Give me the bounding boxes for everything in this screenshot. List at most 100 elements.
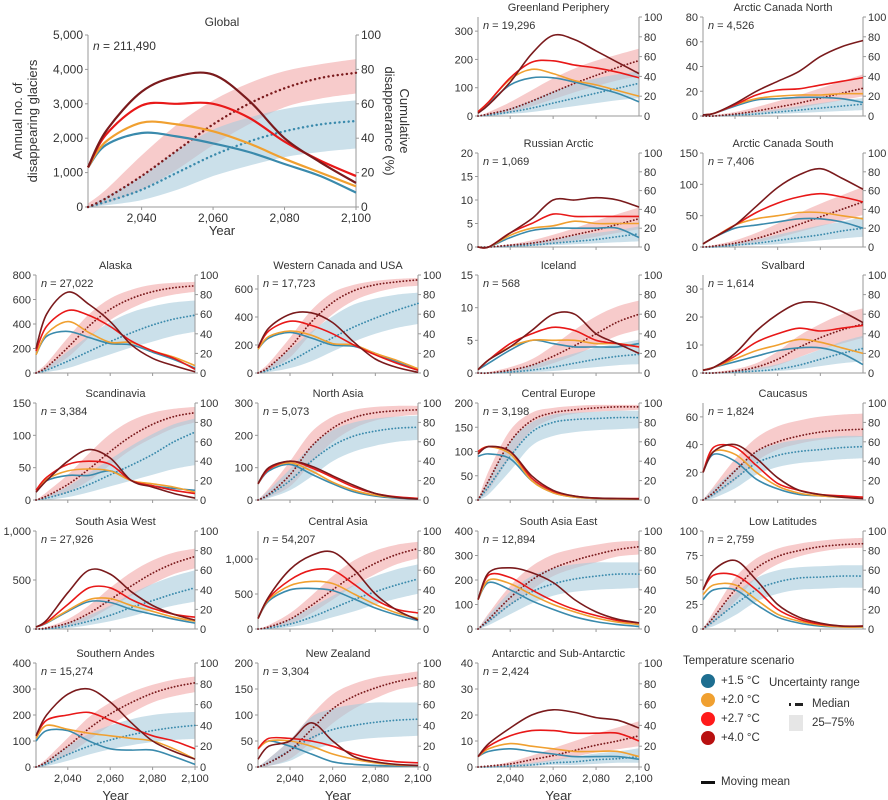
sample-size-value: 1,069	[502, 156, 530, 168]
moving-mean-27	[477, 59, 640, 113]
sample-size-label: n = 3,384	[41, 406, 87, 418]
y-tick-label: 10	[461, 303, 473, 315]
moving-mean-15	[477, 339, 640, 371]
moving-mean-15	[477, 748, 640, 760]
sample-size-label: n = 17,723	[263, 278, 315, 290]
scenario-dot-icon	[701, 712, 715, 726]
shaded-band-icon	[789, 715, 803, 731]
iqr-band-40	[478, 540, 639, 629]
moving-mean-40	[477, 33, 640, 114]
y-tick-label: 0	[467, 242, 473, 254]
y2-tick-label: 20	[868, 348, 880, 360]
y2-tick-label: 40	[423, 456, 435, 468]
y2-tick-label: 100	[644, 270, 662, 282]
y2-tick-label: 60	[868, 565, 880, 577]
sample-size-value: 1,824	[727, 406, 755, 418]
y2-tick-label: 20	[644, 348, 656, 360]
moving-mean-40	[35, 687, 196, 760]
moving-mean-40	[702, 300, 864, 371]
y2-tick-label: 20	[423, 476, 435, 488]
y2-tick-label: 40	[200, 720, 212, 732]
moving-mean-40	[477, 708, 640, 758]
cumulative-median-15	[477, 82, 640, 117]
iqr-band-15	[478, 410, 639, 500]
y2-tick-label: 100	[868, 12, 886, 24]
x-tick-label: 2,060	[96, 773, 124, 785]
cumulative-median-15	[477, 573, 640, 630]
legend-label: 25–75%	[812, 717, 855, 729]
y-tick-label: 0	[467, 495, 473, 507]
y-tick-label: 20	[686, 467, 698, 479]
panel-caucasus: 0 20 40 60 0 20 40 60 80 100 Caucasus n = 1,824	[686, 388, 887, 507]
cumulative-median-40	[477, 545, 640, 630]
y-tick-label: 25	[686, 600, 698, 612]
sample-size-label: n = 568	[483, 278, 520, 290]
iqr-band-15	[258, 415, 418, 500]
scenario-dot-icon	[701, 674, 715, 688]
y2-tick-label: 60	[644, 186, 656, 198]
sample-size-value: 3,384	[60, 406, 88, 418]
moving-mean-15	[87, 131, 357, 194]
y-tick-label: 0	[692, 242, 698, 254]
y2-tick-label: 0	[868, 242, 874, 254]
y2-tick-label: 40	[423, 720, 435, 732]
x-tick-label: 2,100	[341, 211, 371, 225]
y-tick-label: 15	[461, 172, 473, 184]
moving-mean-40	[35, 448, 196, 499]
y2-tick-label: 40	[644, 585, 656, 597]
y2-tick-label: 20	[200, 741, 212, 753]
moving-mean-40	[477, 196, 640, 249]
legend-label: Median	[812, 698, 850, 710]
n-symbol: n	[483, 534, 489, 546]
iqr-band-15	[703, 435, 863, 500]
cumulative-median-40	[257, 676, 419, 768]
iqr-band-15	[88, 100, 356, 207]
y2-tick-label: 20	[423, 604, 435, 616]
panel-title: Russian Arctic	[524, 138, 594, 150]
legend-item-2-7: +2.7 °C	[701, 711, 760, 727]
y2-tick-label: 60	[200, 309, 212, 321]
moving-mean-40	[257, 460, 419, 500]
panel-south-asia-east: 0 100 200 300 400 0 20 40 60 80 100 South Asia East…	[455, 516, 663, 636]
iqr-band-15	[258, 564, 418, 630]
y2-tick-label: 0	[644, 624, 650, 636]
y2-tick-label: 80	[868, 290, 880, 302]
y2-tick-label: 40	[423, 329, 435, 341]
y-tick-label: 1,000	[3, 526, 31, 538]
solid-line-icon	[701, 780, 715, 784]
y2-tick-label: 80	[423, 290, 435, 302]
panel-title: Arctic Canada North	[733, 2, 832, 14]
panel-title: Southern Andes	[76, 648, 155, 660]
panel-title: Central Asia	[308, 516, 368, 528]
moving-mean-20	[87, 120, 357, 188]
y-tick-label: 5	[467, 219, 473, 231]
y2-tick-label: 100	[361, 28, 381, 42]
panel-title: Greenland Periphery	[508, 2, 610, 14]
y-tick-label: 0	[25, 762, 31, 774]
sample-size-value: 12,894	[502, 534, 536, 546]
n-symbol: n	[263, 534, 269, 546]
y2-tick-label: 40	[644, 456, 656, 468]
x-tick-label: 2,100	[404, 773, 432, 785]
moving-mean-40	[257, 311, 419, 374]
panel-southern-andes: 0 100 200 300 400 0 20 40 60 80 100 2,040 2,060 2,080…	[13, 648, 219, 800]
y2-tick-label: 80	[644, 167, 656, 179]
x-tick-label: 2,080	[362, 773, 390, 785]
sample-size-value: 7,406	[727, 156, 755, 168]
cumulative-median-40	[477, 313, 640, 375]
cumulative-median-40	[702, 428, 864, 501]
y-tick-label: 200	[235, 430, 253, 442]
y-tick-label: 100	[680, 179, 698, 191]
cumulative-median-40	[477, 405, 640, 501]
x-tick-label: 2,060	[198, 211, 228, 225]
cumulative-median-15	[477, 755, 640, 768]
y-tick-label: 600	[13, 295, 31, 307]
moving-mean-40	[477, 566, 640, 624]
equals-sign: =	[47, 534, 60, 546]
sample-size-value: 568	[502, 278, 520, 290]
legend-item-2-0: +2.0 °C	[701, 692, 760, 708]
iqr-band-40	[478, 48, 639, 116]
y-tick-label: 200	[455, 398, 473, 410]
y2-tick-label: 100	[644, 398, 662, 410]
y-tick-label: 15	[461, 270, 473, 282]
